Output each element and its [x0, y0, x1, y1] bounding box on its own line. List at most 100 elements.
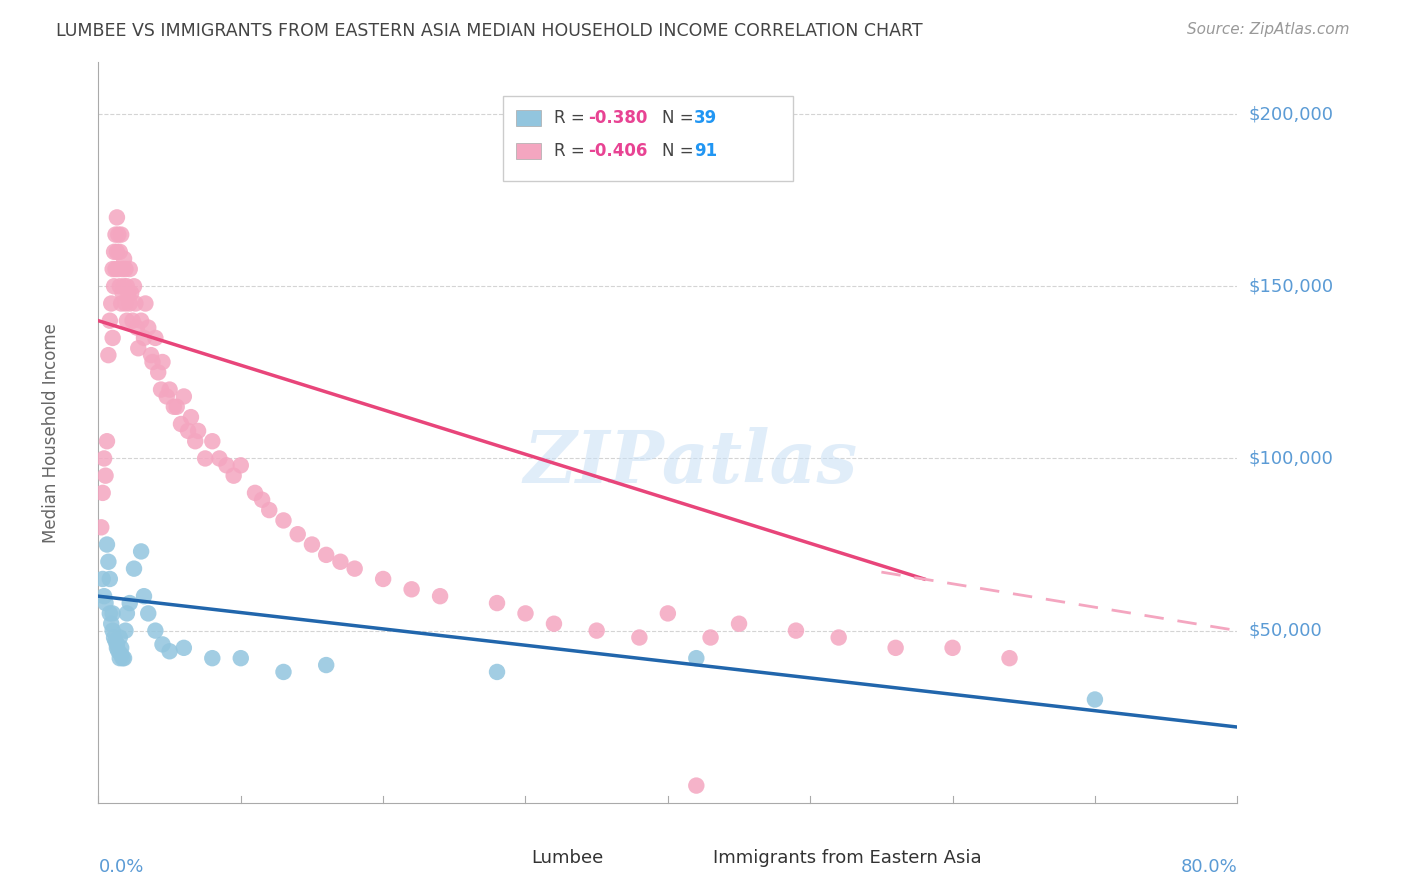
Point [180, 410, 202, 425]
Point [115, 279, 138, 293]
Text: -0.380: -0.380 [588, 109, 648, 127]
Text: -0.406: -0.406 [588, 143, 648, 161]
Point [107, 262, 129, 277]
Point [1084, 692, 1107, 706]
Text: 39: 39 [695, 109, 717, 127]
Point [114, 296, 136, 310]
Point [201, 434, 224, 449]
Point [112, 279, 135, 293]
Point [108, 279, 131, 293]
Point [122, 279, 145, 293]
Point [486, 596, 509, 610]
Point [111, 262, 134, 277]
Point [94, 596, 117, 610]
Text: R =: R = [554, 109, 591, 127]
Point [104, 262, 127, 277]
Point [136, 320, 159, 334]
Point [429, 589, 451, 603]
Point [884, 640, 907, 655]
Text: $200,000: $200,000 [1249, 105, 1333, 123]
Point [111, 651, 134, 665]
Point [125, 320, 148, 334]
Point [243, 486, 266, 500]
Point [124, 296, 146, 310]
Point [401, 582, 423, 597]
Text: $50,000: $50,000 [1249, 622, 1322, 640]
Text: 0.0%: 0.0% [98, 858, 143, 876]
Text: R =: R = [554, 143, 591, 161]
Point [728, 616, 751, 631]
Point [315, 658, 337, 673]
Point [105, 640, 128, 655]
Point [115, 607, 138, 621]
Point [101, 262, 124, 277]
Text: 91: 91 [695, 143, 717, 161]
Point [187, 424, 209, 438]
Point [287, 527, 309, 541]
Text: Lumbee: Lumbee [531, 849, 603, 867]
Point [96, 537, 118, 551]
Point [145, 624, 167, 638]
Point [110, 227, 132, 242]
Text: Immigrants from Eastern Asia: Immigrants from Eastern Asia [713, 849, 981, 867]
Point [132, 589, 155, 603]
Point [229, 458, 252, 473]
Point [166, 400, 188, 414]
Point [103, 631, 125, 645]
Point [120, 286, 142, 301]
Point [229, 651, 252, 665]
Point [685, 779, 707, 793]
Point [201, 651, 224, 665]
Point [118, 296, 141, 310]
Point [136, 607, 159, 621]
Text: Source: ZipAtlas.com: Source: ZipAtlas.com [1187, 22, 1350, 37]
Point [115, 314, 138, 328]
Point [91, 486, 114, 500]
Text: $150,000: $150,000 [1249, 277, 1333, 295]
Point [101, 607, 124, 621]
Text: ZIPatlas: ZIPatlas [523, 426, 858, 498]
Point [110, 296, 132, 310]
Bar [516, 143, 541, 160]
Point [121, 314, 143, 328]
Point [98, 314, 121, 328]
Point [486, 665, 509, 679]
Point [145, 331, 167, 345]
Point [250, 492, 273, 507]
Point [110, 648, 132, 662]
Point [657, 607, 679, 621]
Point [543, 616, 565, 631]
FancyBboxPatch shape [503, 95, 793, 181]
Point [132, 331, 155, 345]
Point [93, 589, 115, 603]
Point [103, 279, 125, 293]
Point [103, 244, 125, 259]
Point [141, 355, 163, 369]
Point [273, 665, 295, 679]
Point [129, 314, 152, 328]
Point [315, 548, 337, 562]
Point [148, 365, 170, 379]
Point [184, 434, 207, 449]
Text: N =: N = [662, 143, 699, 161]
Point [173, 389, 195, 403]
Point [215, 458, 238, 473]
Point [828, 631, 851, 645]
Point [101, 624, 124, 638]
Bar [516, 110, 541, 126]
Point [942, 640, 965, 655]
Point [134, 296, 156, 310]
Point [150, 383, 173, 397]
Point [91, 572, 114, 586]
Point [108, 244, 131, 259]
Point [107, 644, 129, 658]
Point [117, 286, 139, 301]
Point [159, 383, 181, 397]
Point [585, 624, 607, 638]
Point [222, 468, 245, 483]
Point [301, 537, 323, 551]
Text: Median Household Income: Median Household Income [42, 323, 59, 542]
Point [273, 513, 295, 527]
Point [100, 616, 122, 631]
Point [699, 631, 721, 645]
